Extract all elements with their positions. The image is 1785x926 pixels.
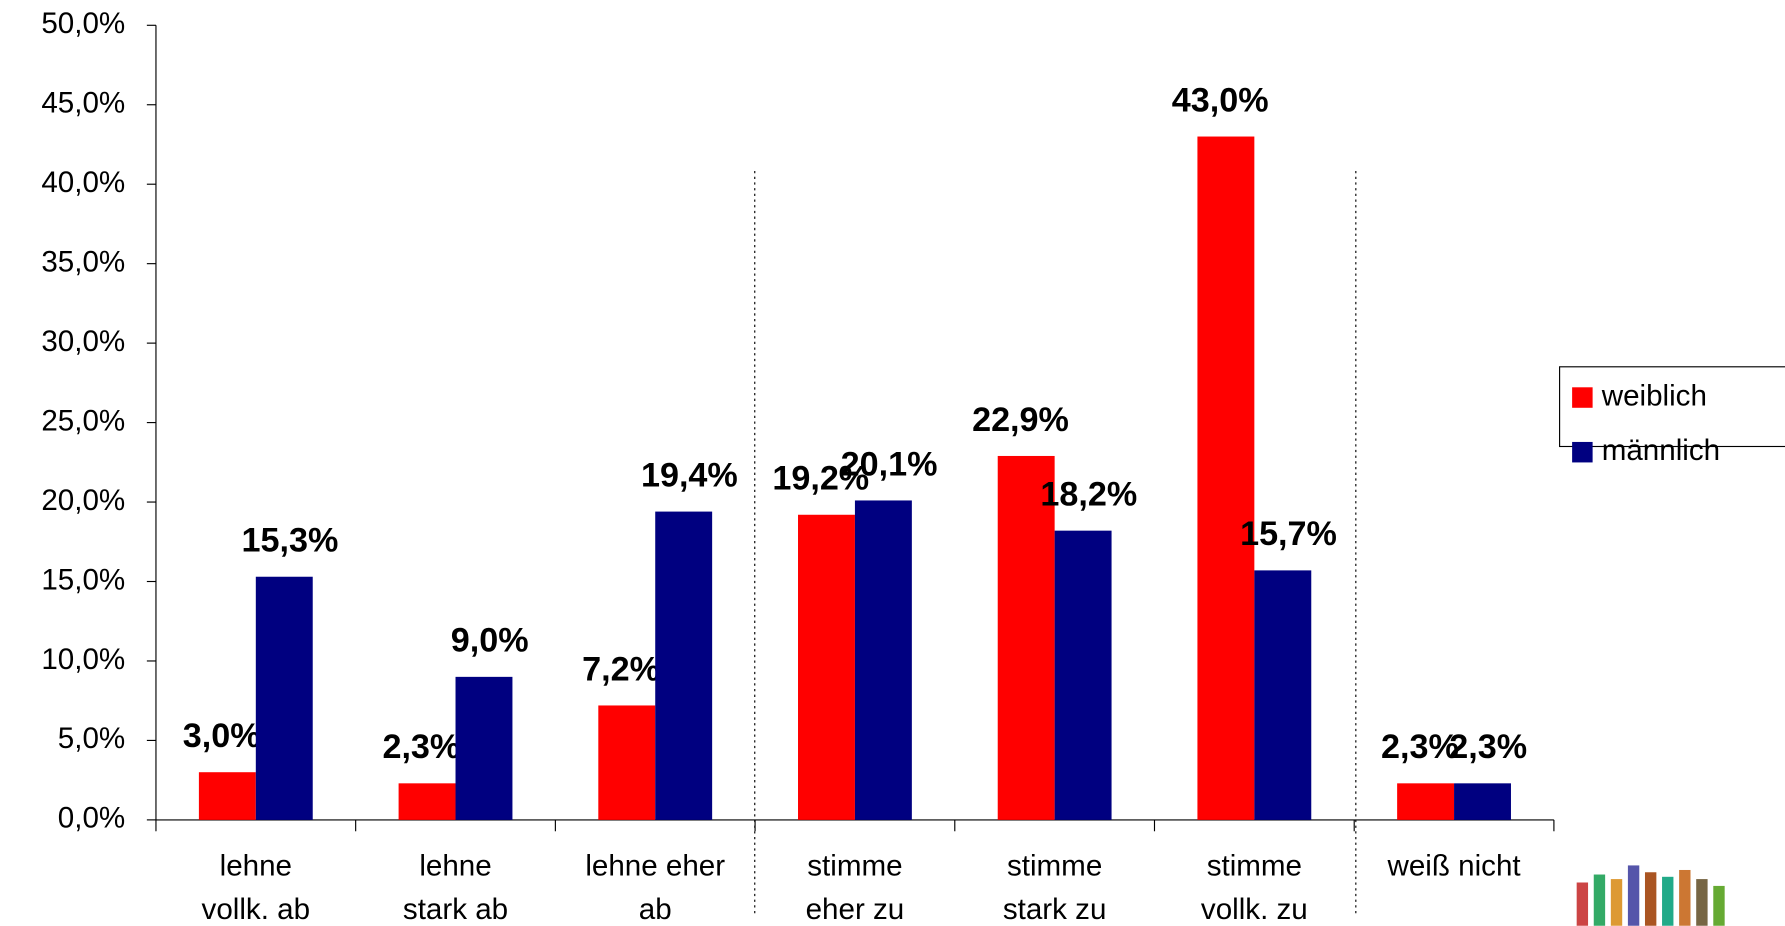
y-tick-label: 50,0% [41, 7, 125, 40]
y-tick-label: 10,0% [41, 643, 125, 676]
bar [1454, 783, 1511, 820]
bar [398, 783, 456, 820]
value-label: 18,2% [1040, 476, 1137, 514]
y-tick-label: 15,0% [41, 563, 125, 596]
x-tick-label: stark ab [403, 893, 508, 926]
legend-swatch [1572, 387, 1593, 408]
x-tick-label: lehne eher [585, 850, 725, 883]
y-tick-label: 30,0% [41, 325, 125, 358]
y-tick-label: 5,0% [58, 722, 125, 755]
x-tick-label: ab [639, 893, 672, 926]
legend-box [1559, 366, 1785, 448]
x-tick-label: weiß nicht [1386, 850, 1520, 883]
x-tick-label: eher zu [806, 893, 905, 926]
bar [1054, 530, 1112, 820]
y-tick-label: 35,0% [41, 245, 125, 278]
bar [1254, 570, 1312, 820]
bar [854, 500, 912, 820]
value-label: 19,4% [641, 456, 738, 494]
x-tick-label: stimme [1007, 850, 1102, 883]
value-label: 2,3% [382, 728, 460, 766]
x-tick-label: stimme [1207, 850, 1302, 883]
x-tick-label: stimme [807, 850, 902, 883]
legend: weiblich männlich [1559, 366, 1785, 467]
bar [997, 455, 1055, 820]
value-label: 43,0% [1172, 81, 1269, 119]
legend-label: männlich [1602, 434, 1720, 467]
bar [798, 514, 855, 820]
legend-label: weiblich [1601, 379, 1707, 412]
bar [198, 772, 256, 820]
x-tick-label: lehne [419, 850, 491, 883]
bar [598, 705, 656, 820]
y-tick-label: 45,0% [41, 87, 125, 120]
bar [1197, 136, 1255, 820]
y-tick-label: 20,0% [41, 484, 125, 517]
y-tick-label: 40,0% [41, 166, 125, 199]
bar [255, 576, 313, 820]
x-tick-label: stark zu [1003, 893, 1107, 926]
value-label: 3,0% [183, 717, 261, 755]
value-label: 19,2% [772, 460, 869, 498]
value-label: 20,1% [841, 445, 938, 483]
value-label: 9,0% [451, 622, 529, 660]
bar [655, 511, 713, 820]
x-tick-label: vollk. ab [202, 893, 311, 926]
value-label: 22,9% [972, 401, 1069, 439]
value-label: 2,3% [1381, 728, 1459, 766]
bar [455, 676, 513, 820]
bar [1397, 783, 1455, 820]
logo [1576, 865, 1725, 926]
value-label: 15,7% [1240, 515, 1337, 553]
value-label: 15,3% [242, 522, 339, 560]
y-tick-label: 0,0% [58, 802, 125, 835]
value-label: 7,2% [582, 650, 660, 688]
legend-swatch [1572, 441, 1593, 463]
y-tick-label: 25,0% [41, 404, 125, 437]
x-tick-label: lehne [220, 850, 292, 883]
value-label: 2,3% [1449, 728, 1527, 766]
x-tick-label: vollk. zu [1201, 893, 1308, 926]
